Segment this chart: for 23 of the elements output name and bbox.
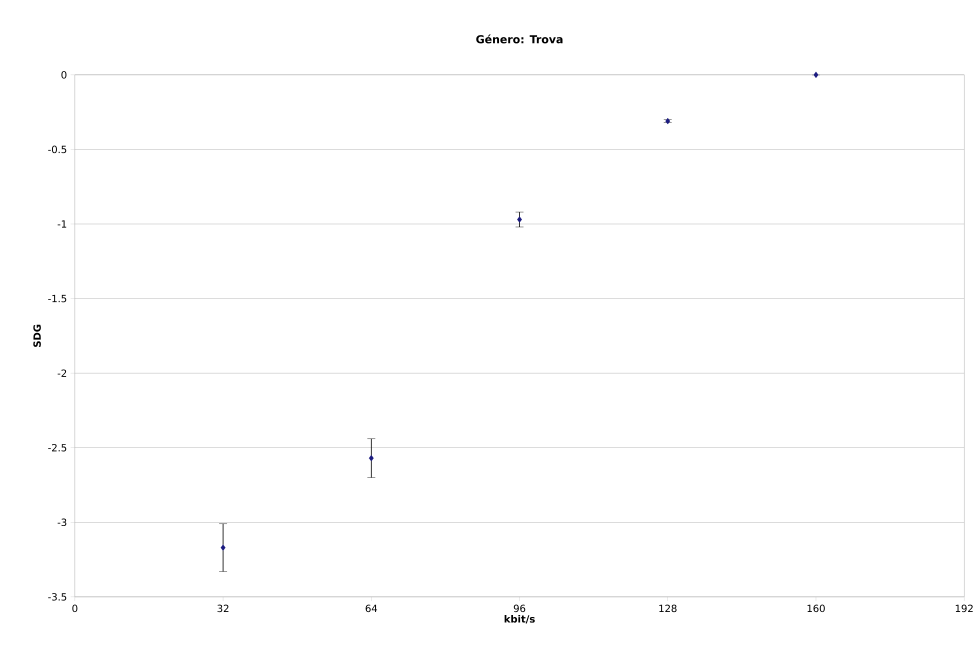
x-tick-label: 96: [514, 604, 526, 612]
y-tick-label: -2.5: [48, 444, 66, 452]
x-tick-label: 160: [808, 604, 825, 612]
chart-title: Género: Trova: [476, 34, 562, 44]
point: [814, 72, 818, 78]
y-axis-title: SDG: [33, 324, 41, 348]
y-tick-label: -3.5: [48, 593, 66, 601]
point: [220, 544, 226, 551]
point: [517, 216, 522, 223]
x-axis-title: kbit/s: [504, 615, 535, 624]
x-tick-label: 128: [659, 604, 677, 612]
y-tick-label: -1: [58, 220, 66, 228]
y-tick-label: -3: [58, 518, 66, 526]
x-tick-label: 32: [218, 604, 228, 612]
y-tick-label: 0: [61, 71, 66, 79]
point: [368, 455, 374, 462]
x-tick-label: 64: [366, 604, 378, 612]
y-tick-label: -2: [58, 370, 66, 377]
x-tick-label: 0: [72, 604, 78, 612]
y-tick-label: -1.5: [48, 294, 66, 302]
y-tick-label: -0.5: [48, 146, 66, 154]
x-tick-label: 192: [956, 604, 973, 612]
point: [665, 118, 670, 124]
